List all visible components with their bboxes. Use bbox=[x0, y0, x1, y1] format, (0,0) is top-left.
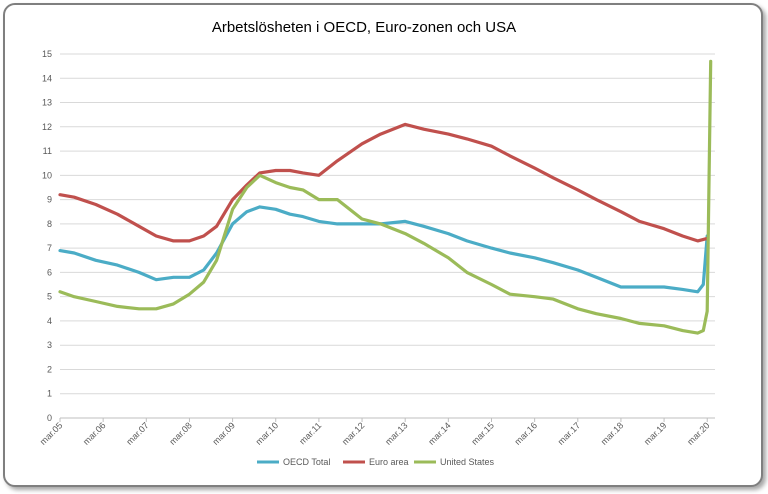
y-tick-label: 11 bbox=[43, 146, 52, 156]
series-lines bbox=[58, 59, 713, 335]
y-tick-label: 7 bbox=[47, 243, 52, 253]
y-tick-label: 0 bbox=[47, 413, 52, 423]
y-tick-label: 12 bbox=[42, 122, 52, 132]
x-tick-label: mar.16 bbox=[513, 420, 540, 447]
y-tick-label: 5 bbox=[47, 292, 52, 302]
x-tick-label: mar.14 bbox=[426, 420, 453, 447]
x-tick-label: mar.15 bbox=[469, 420, 496, 447]
y-tick-label: 1 bbox=[47, 389, 52, 399]
series-line-1 bbox=[58, 122, 709, 243]
legend: OECD Total Euro area United States bbox=[257, 457, 495, 467]
y-tick-label: 14 bbox=[42, 73, 52, 83]
x-tick-label: mar.13 bbox=[383, 420, 410, 447]
y-tick-label: 10 bbox=[42, 170, 52, 180]
x-tick-label: mar.05 bbox=[38, 420, 65, 447]
x-tick-label: mar.11 bbox=[297, 420, 323, 446]
y-tick-label: 3 bbox=[47, 340, 52, 350]
y-tick-label: 9 bbox=[47, 195, 52, 205]
x-tick-label: mar.06 bbox=[81, 420, 108, 447]
x-axis-ticks: mar.05 mar.06 mar.07 mar.08 mar.09 mar.10 mar.… bbox=[38, 418, 712, 447]
x-tick-label: mar.08 bbox=[167, 420, 194, 447]
y-tick-label: 6 bbox=[47, 267, 52, 277]
legend-label: Euro area bbox=[369, 457, 409, 467]
x-tick-label: mar.12 bbox=[340, 420, 367, 447]
x-tick-label: mar.09 bbox=[210, 420, 237, 447]
y-tick-label: 8 bbox=[47, 219, 52, 229]
y-tick-label: 13 bbox=[42, 98, 52, 108]
chart-title: Arbetslösheten i OECD, Euro-zonen och US… bbox=[212, 19, 516, 36]
series-line-2 bbox=[58, 59, 713, 335]
x-tick-label: mar.19 bbox=[642, 420, 669, 447]
y-tick-label: 15 bbox=[42, 49, 52, 59]
x-tick-label: mar.10 bbox=[254, 420, 281, 447]
legend-label: OECD Total bbox=[283, 457, 330, 467]
x-tick-label: mar.18 bbox=[599, 420, 626, 447]
x-tick-label: mar.07 bbox=[124, 420, 151, 447]
series-line-0 bbox=[58, 205, 709, 294]
y-tick-label: 2 bbox=[47, 364, 52, 374]
y-tick-label: 4 bbox=[47, 316, 52, 326]
chart-frame bbox=[3, 3, 763, 487]
legend-label: United States bbox=[440, 457, 495, 467]
x-tick-label: mar.20 bbox=[685, 420, 712, 447]
x-tick-label: mar.17 bbox=[556, 420, 583, 447]
